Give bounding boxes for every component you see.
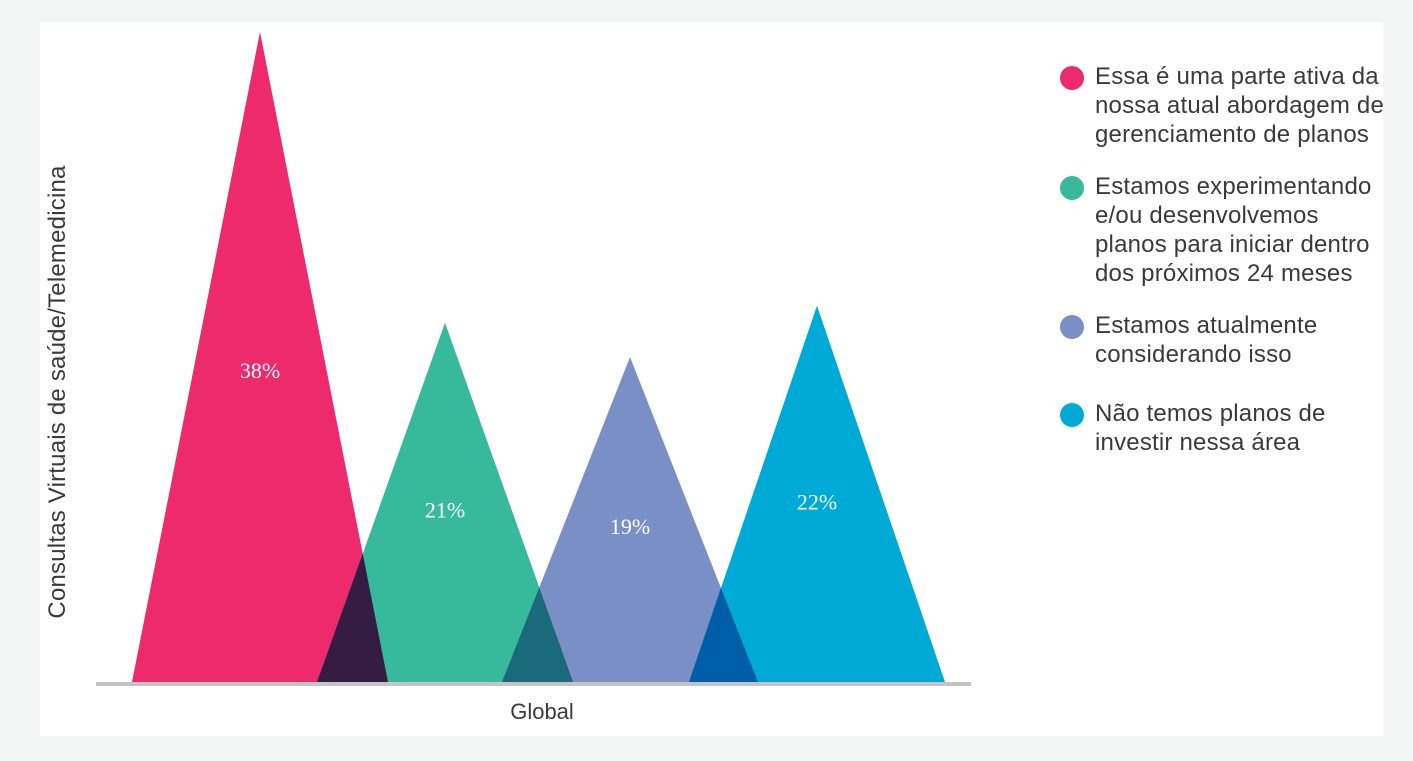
legend-item-experimenting: Estamos experimentando e/ou desenvolvemo…: [1060, 172, 1413, 288]
data-label-1: 21%: [425, 498, 465, 523]
legend-label: Estamos atualmente considerando isso: [1095, 312, 1318, 368]
legend: Essa é uma parte ativa da nossa atual ab…: [1060, 62, 1413, 457]
x-tick-global: Global: [510, 699, 574, 724]
legend-label: Essa é uma parte ativa da nossa atual ab…: [1095, 63, 1385, 148]
chart-plot: 38% 21% 19% 22% Consultas Virtuais de saúde…: [44, 32, 971, 724]
legend-marker-icon: [1060, 315, 1084, 339]
y-axis-label: Consultas Virtuais de saúde/Telemedicina: [44, 165, 71, 619]
legend-item-no-plans: Não temos planos de investir nessa área: [1060, 399, 1413, 457]
data-label-0: 38%: [240, 358, 280, 383]
legend-label: Estamos experimentando e/ou desenvolvemo…: [1095, 173, 1372, 287]
peak-overlap-0: [317, 553, 388, 682]
peak-2: [502, 357, 758, 682]
data-label-3: 22%: [797, 489, 837, 514]
legend-item-active-part: Essa é uma parte ativa da nossa atual ab…: [1060, 62, 1413, 149]
legend-item-considering: Estamos atualmente considerando isso: [1060, 311, 1413, 369]
peak-1: [317, 322, 573, 682]
legend-marker-icon: [1060, 176, 1084, 200]
peak-0: [132, 32, 388, 682]
data-label-2: 19%: [610, 514, 650, 539]
chart-marks: 38% 21% 19% 22%: [132, 32, 945, 682]
legend-marker-icon: [1060, 403, 1084, 427]
chart-card: 38% 21% 19% 22% Consultas Virtuais de saúde…: [40, 22, 1384, 736]
peak-3: [689, 305, 945, 682]
legend-marker-icon: [1060, 66, 1084, 90]
legend-label: Não temos planos de investir nessa área: [1095, 400, 1326, 456]
peak-overlap-2: [689, 587, 758, 682]
peak-overlap-1: [502, 587, 573, 682]
